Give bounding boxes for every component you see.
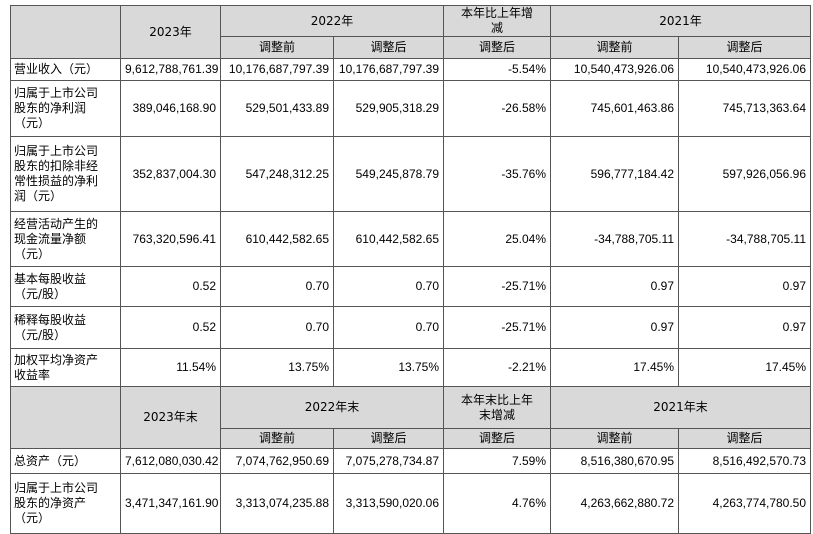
row-label: 营业收入（元） — [10, 58, 121, 81]
table-row: 归属于上市公司股东的扣除非经常性损益的净利润（元） 352,837,004.30 5… — [10, 136, 812, 212]
value-cell: 4.76% — [443, 473, 552, 534]
value-cell: 0.97 — [678, 266, 812, 307]
header-year: 2021年末 — [550, 386, 812, 429]
table-row: 2023年末 2022年末 本年末比上年末增减 2021年末 — [10, 386, 812, 449]
value-cell: 0.70 — [220, 306, 334, 349]
row-label: 稀释每股收益（元/股） — [10, 306, 121, 349]
value-cell: 10,176,687,797.39 — [332, 58, 445, 81]
table-row: 2023年 2022年 本年比上年增减 2021年 — [10, 5, 812, 59]
header-change: 本年比上年增减 — [443, 5, 552, 37]
value-cell: 10,540,473,926.06 — [678, 58, 812, 81]
value-cell: 8,516,380,670.95 — [550, 448, 680, 474]
value-cell: 0.52 — [120, 266, 221, 307]
table-row: 稀释每股收益（元/股） 0.52 0.70 0.70 -25.71% 0.97 0.97 — [10, 306, 812, 349]
value-cell: 17.45% — [678, 348, 812, 387]
value-cell: 11.54% — [120, 348, 221, 387]
row-label: 归属于上市公司股东的扣除非经常性损益的净利润（元） — [10, 136, 121, 212]
row-label: 归属于上市公司股东的净资产（元） — [10, 473, 121, 534]
header-sub: 调整后 — [332, 428, 445, 449]
value-cell: 25.04% — [443, 211, 552, 267]
row-label: 总资产（元） — [10, 448, 121, 474]
value-cell: 4,263,662,880.72 — [550, 473, 680, 534]
value-cell: 0.97 — [550, 266, 680, 307]
header-year: 2022年末 — [219, 386, 445, 429]
value-cell: 547,248,312.25 — [220, 136, 334, 212]
header-blank — [10, 5, 121, 59]
value-cell: 7,612,080,030.42 — [120, 448, 221, 474]
header-sub: 调整前 — [220, 36, 334, 59]
value-cell: 7,075,278,734.87 — [332, 448, 445, 474]
table-row: 营业收入（元） 9,612,788,761.39 10,176,687,797.39… — [10, 58, 812, 81]
value-cell: 10,540,473,926.06 — [550, 58, 680, 81]
row-label: 加权平均净资产收益率 — [10, 348, 121, 387]
header-sub: 调整后 — [443, 428, 552, 449]
value-cell: 352,837,004.30 — [120, 136, 221, 212]
value-cell: 0.70 — [332, 306, 445, 349]
table-row: 总资产（元） 7,612,080,030.42 7,074,762,950.69 7,… — [10, 448, 812, 474]
header-sub: 调整前 — [550, 428, 680, 449]
table-row: 归属于上市公司股东的净利润（元） 389,046,168.90 529,501,43… — [10, 80, 812, 137]
header-sub: 调整后 — [678, 428, 812, 449]
value-cell: 9,612,788,761.39 — [120, 58, 221, 81]
value-cell: -25.71% — [443, 306, 552, 349]
header-year: 2022年 — [219, 5, 445, 37]
value-cell: 10,176,687,797.39 — [220, 58, 334, 81]
table-row: 归属于上市公司股东的净资产（元） 3,471,347,161.90 3,313,07… — [10, 473, 812, 534]
header-year: 2023年 — [120, 5, 221, 59]
value-cell: 596,777,184.42 — [550, 136, 680, 212]
value-cell: 8,516,492,570.73 — [678, 448, 812, 474]
value-cell: 745,601,463.86 — [550, 80, 680, 137]
value-cell: 597,926,056.96 — [678, 136, 812, 212]
value-cell: -5.54% — [443, 58, 552, 81]
value-cell: 529,501,433.89 — [220, 80, 334, 137]
value-cell: -34,788,705.11 — [550, 211, 680, 267]
value-cell: 0.70 — [220, 266, 334, 307]
value-cell: 13.75% — [220, 348, 334, 387]
value-cell: 0.52 — [120, 306, 221, 349]
header-blank — [10, 386, 121, 449]
header-sub: 调整前 — [220, 428, 334, 449]
header-sub: 调整后 — [678, 36, 812, 59]
value-cell: 610,442,582.65 — [332, 211, 445, 267]
header-sub: 调整后 — [443, 36, 552, 59]
value-cell: 3,471,347,161.90 — [120, 473, 221, 534]
value-cell: 0.97 — [550, 306, 680, 349]
table-row: 经营活动产生的现金流量净额（元） 763,320,596.41 610,442,58… — [10, 211, 812, 267]
value-cell: 0.70 — [332, 266, 445, 307]
value-cell: 17.45% — [550, 348, 680, 387]
value-cell: 7,074,762,950.69 — [220, 448, 334, 474]
value-cell: 3,313,590,020.06 — [332, 473, 445, 534]
value-cell: -26.58% — [443, 80, 552, 137]
row-label: 归属于上市公司股东的净利润（元） — [10, 80, 121, 137]
value-cell: -25.71% — [443, 266, 552, 307]
value-cell: -34,788,705.11 — [678, 211, 812, 267]
table-row: 调整前 调整后 调整后 调整前 调整后 — [11, 36, 812, 59]
value-cell: 610,442,582.65 — [220, 211, 334, 267]
value-cell: -35.76% — [443, 136, 552, 212]
header-sub: 调整前 — [550, 36, 680, 59]
value-cell: 3,313,074,235.88 — [220, 473, 334, 534]
value-cell: 549,245,878.79 — [332, 136, 445, 212]
value-cell: -2.21% — [443, 348, 552, 387]
table-row: 基本每股收益（元/股） 0.52 0.70 0.70 -25.71% 0.97 0.97 — [10, 266, 812, 307]
financial-table: 2023年 2022年 本年比上年增减 2021年 调整前 调整后 调整后 调整前 调整后 营业收… — [10, 5, 812, 534]
header-year: 2021年 — [550, 5, 812, 37]
value-cell: 7.59% — [443, 448, 552, 474]
row-label: 经营活动产生的现金流量净额（元） — [10, 211, 121, 267]
table-body: 2023年 2022年 本年比上年增减 2021年 调整前 调整后 调整后 调整前 调整后 营业收… — [10, 5, 812, 534]
table-row: 加权平均净资产收益率 11.54% 13.75% 13.75% -2.21% 17.45%… — [10, 348, 812, 387]
header-change: 本年末比上年末增减 — [443, 386, 552, 429]
value-cell: 4,263,774,780.50 — [678, 473, 812, 534]
value-cell: 13.75% — [332, 348, 445, 387]
header-sub: 调整后 — [332, 36, 445, 59]
value-cell: 745,713,363.64 — [678, 80, 812, 137]
row-label: 基本每股收益（元/股） — [10, 266, 121, 307]
header-year: 2023年末 — [120, 386, 221, 449]
value-cell: 763,320,596.41 — [120, 211, 221, 267]
value-cell: 529,905,318.29 — [332, 80, 445, 137]
value-cell: 389,046,168.90 — [120, 80, 221, 137]
value-cell: 0.97 — [678, 306, 812, 349]
